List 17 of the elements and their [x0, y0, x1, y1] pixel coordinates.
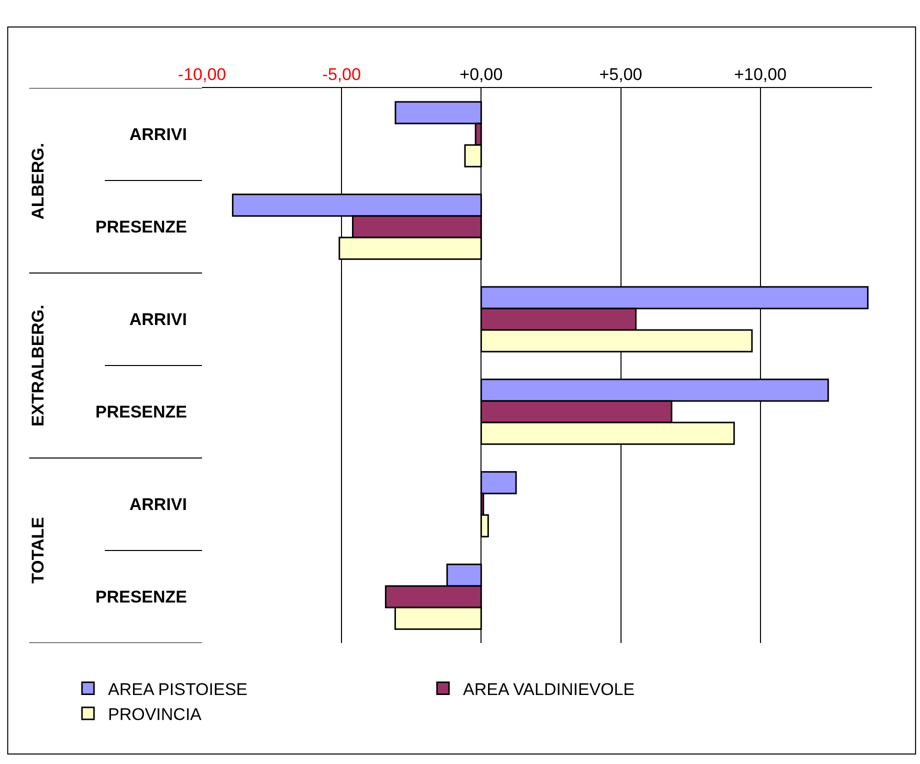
- legend-label: AREA PISTOIESE: [108, 680, 248, 699]
- y-tick-label: ARRIVI: [129, 495, 187, 514]
- x-tick-label: -5,00: [322, 65, 361, 84]
- y-tick-label: PRESENZE: [95, 402, 187, 422]
- y-tick-label: PRESENZE: [95, 218, 187, 237]
- x-tick-label: +10,00: [734, 65, 787, 84]
- y-tick-label: ARRIVI: [129, 125, 187, 144]
- x-tick-label: +0,00: [460, 65, 503, 84]
- legend-label: PROVINCIA: [108, 705, 202, 724]
- text: EXTRALBERG.: [28, 304, 48, 426]
- legend-label: AREA VALDINIEVOLE: [463, 680, 635, 699]
- x-tick-label: +5,00: [599, 65, 642, 84]
- text: TOTALE: [28, 517, 48, 584]
- x-tick-label: -10,00: [178, 65, 226, 84]
- text: ALBERG.: [28, 142, 48, 220]
- y-tick-label: ARRIVI: [129, 310, 187, 330]
- y-tick-label: PRESENZE: [95, 588, 187, 607]
